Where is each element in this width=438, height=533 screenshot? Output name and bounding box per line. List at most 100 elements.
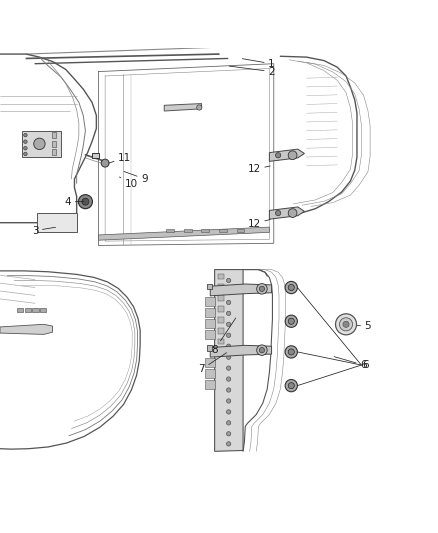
Circle shape — [226, 410, 231, 414]
Circle shape — [226, 377, 231, 381]
Polygon shape — [218, 273, 224, 279]
Polygon shape — [52, 141, 56, 147]
Polygon shape — [201, 229, 209, 232]
Polygon shape — [269, 149, 304, 161]
Polygon shape — [205, 359, 215, 367]
Circle shape — [226, 289, 231, 294]
Circle shape — [276, 211, 281, 216]
Polygon shape — [22, 131, 61, 157]
Circle shape — [78, 195, 92, 209]
Text: 8: 8 — [211, 318, 236, 355]
Polygon shape — [99, 227, 269, 240]
Circle shape — [226, 421, 231, 425]
Polygon shape — [205, 330, 215, 339]
Text: 12: 12 — [247, 164, 270, 174]
Text: 6: 6 — [362, 360, 369, 370]
Circle shape — [24, 147, 27, 150]
Circle shape — [339, 318, 353, 331]
Polygon shape — [205, 381, 215, 389]
Polygon shape — [205, 308, 215, 317]
Circle shape — [226, 355, 231, 359]
Polygon shape — [40, 308, 46, 312]
Polygon shape — [184, 229, 192, 232]
Polygon shape — [218, 350, 224, 356]
Polygon shape — [218, 306, 224, 312]
Polygon shape — [205, 319, 215, 328]
Polygon shape — [218, 284, 224, 289]
Circle shape — [288, 318, 294, 324]
Text: 7: 7 — [198, 353, 226, 374]
Circle shape — [226, 311, 231, 316]
Polygon shape — [164, 103, 201, 111]
Polygon shape — [92, 61, 276, 249]
Polygon shape — [17, 308, 23, 312]
Polygon shape — [218, 328, 224, 334]
Circle shape — [276, 152, 281, 158]
Circle shape — [343, 321, 349, 327]
Polygon shape — [218, 317, 224, 322]
Circle shape — [24, 133, 27, 137]
Polygon shape — [215, 270, 243, 451]
Circle shape — [288, 349, 294, 355]
Polygon shape — [92, 152, 99, 158]
Circle shape — [82, 198, 89, 205]
Circle shape — [226, 344, 231, 349]
Polygon shape — [0, 324, 53, 334]
Polygon shape — [207, 284, 212, 289]
Text: 2: 2 — [229, 66, 275, 77]
Circle shape — [24, 152, 27, 156]
Polygon shape — [219, 229, 227, 232]
Polygon shape — [269, 207, 304, 219]
Polygon shape — [37, 213, 77, 232]
Circle shape — [226, 300, 231, 304]
Circle shape — [257, 345, 267, 356]
Circle shape — [101, 159, 109, 167]
Polygon shape — [205, 297, 215, 306]
Circle shape — [226, 322, 231, 327]
Circle shape — [24, 140, 27, 143]
Circle shape — [226, 432, 231, 436]
Text: 12: 12 — [247, 219, 270, 229]
Text: 1: 1 — [242, 59, 275, 69]
Polygon shape — [237, 229, 244, 232]
Circle shape — [226, 388, 231, 392]
Text: 3: 3 — [32, 225, 56, 236]
Text: 5: 5 — [352, 321, 371, 330]
Circle shape — [226, 366, 231, 370]
Circle shape — [34, 138, 45, 150]
Circle shape — [288, 285, 294, 290]
Text: 10: 10 — [120, 177, 138, 189]
Circle shape — [288, 383, 294, 389]
Circle shape — [288, 151, 297, 159]
Polygon shape — [52, 132, 56, 138]
Circle shape — [226, 442, 231, 446]
Circle shape — [288, 209, 297, 217]
Circle shape — [336, 314, 357, 335]
Polygon shape — [0, 266, 438, 486]
Polygon shape — [207, 345, 212, 351]
Circle shape — [259, 348, 265, 353]
Circle shape — [257, 284, 267, 294]
Text: 6: 6 — [334, 357, 367, 370]
Circle shape — [226, 333, 231, 337]
Polygon shape — [52, 149, 56, 155]
Circle shape — [259, 286, 265, 292]
Text: 4: 4 — [64, 197, 84, 207]
Polygon shape — [210, 284, 272, 296]
Polygon shape — [166, 229, 174, 232]
Polygon shape — [0, 271, 140, 449]
Polygon shape — [25, 308, 31, 312]
Circle shape — [226, 399, 231, 403]
Polygon shape — [218, 339, 224, 344]
Text: 11: 11 — [109, 153, 131, 163]
Circle shape — [197, 105, 202, 110]
Polygon shape — [0, 47, 438, 264]
Polygon shape — [205, 369, 215, 378]
Circle shape — [226, 278, 231, 282]
Polygon shape — [32, 308, 39, 312]
Circle shape — [285, 315, 297, 327]
Circle shape — [285, 281, 297, 294]
Polygon shape — [210, 345, 272, 357]
Polygon shape — [218, 295, 224, 301]
Text: 9: 9 — [124, 172, 148, 184]
